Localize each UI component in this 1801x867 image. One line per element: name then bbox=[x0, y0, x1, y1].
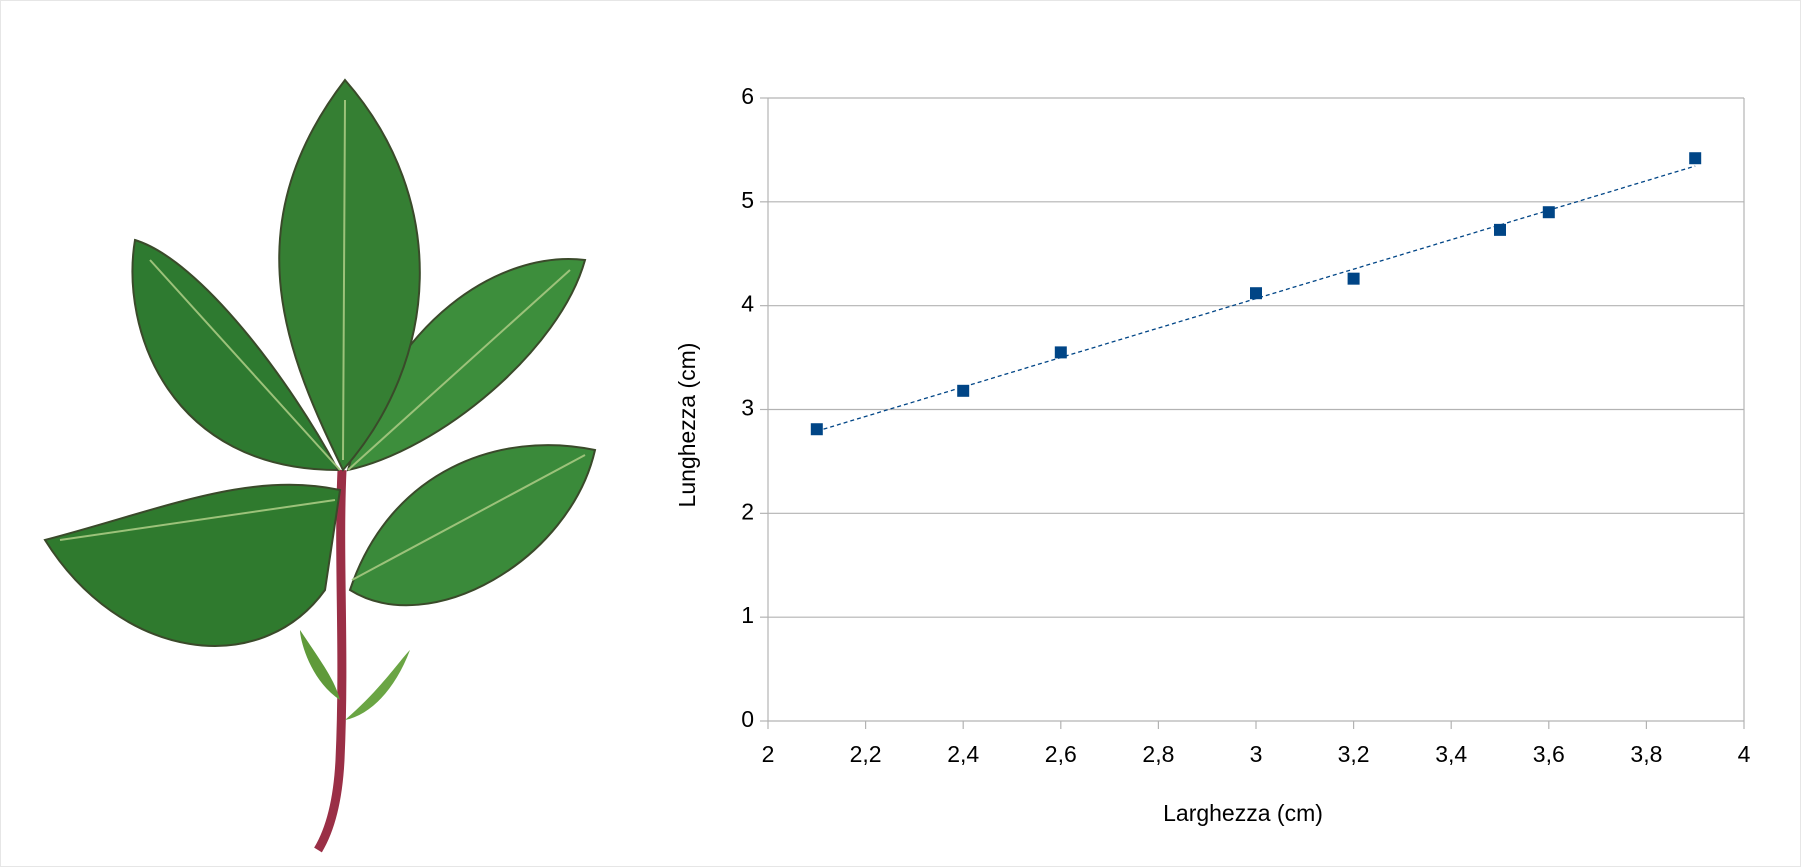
x-tick-label: 4 bbox=[1738, 741, 1751, 767]
y-tick-label: 0 bbox=[741, 706, 754, 732]
x-tick-label: 2,4 bbox=[947, 741, 979, 767]
x-tick-label: 3 bbox=[1250, 741, 1263, 767]
point bbox=[957, 385, 969, 397]
x-tick-label: 2,6 bbox=[1045, 741, 1077, 767]
x-tick-label: 2,8 bbox=[1142, 741, 1174, 767]
point bbox=[1348, 273, 1360, 285]
chart: Larghezza (cm) Lunghezza (cm) 0 1 2 3 4 5 6 2 2,… bbox=[0, 0, 1801, 867]
page: Larghezza (cm) Lunghezza (cm) 0 1 2 3 4 5 6 2 2,… bbox=[0, 0, 1801, 867]
y-axis-title: Lunghezza (cm) bbox=[674, 343, 700, 508]
point bbox=[811, 423, 823, 435]
x-tick-label: 3,4 bbox=[1435, 741, 1467, 767]
point bbox=[1494, 224, 1506, 236]
x-tick-label: 2,2 bbox=[850, 741, 882, 767]
y-tick-label: 6 bbox=[741, 83, 754, 109]
y-tick-label: 1 bbox=[741, 602, 754, 628]
x-tick-label: 3,8 bbox=[1630, 741, 1662, 767]
x-axis-title: Larghezza (cm) bbox=[1163, 800, 1323, 826]
x-tick-label: 2 bbox=[762, 741, 775, 767]
point bbox=[1689, 152, 1701, 164]
y-tick-label: 4 bbox=[741, 291, 754, 317]
point bbox=[1543, 206, 1555, 218]
point bbox=[1055, 346, 1067, 358]
x-tick-label: 3,6 bbox=[1533, 741, 1565, 767]
x-tick-label: 3,2 bbox=[1338, 741, 1370, 767]
y-tick-label: 2 bbox=[741, 498, 754, 524]
point bbox=[1250, 287, 1262, 299]
y-tick-label: 3 bbox=[741, 395, 754, 421]
y-tick-label: 5 bbox=[741, 187, 754, 213]
